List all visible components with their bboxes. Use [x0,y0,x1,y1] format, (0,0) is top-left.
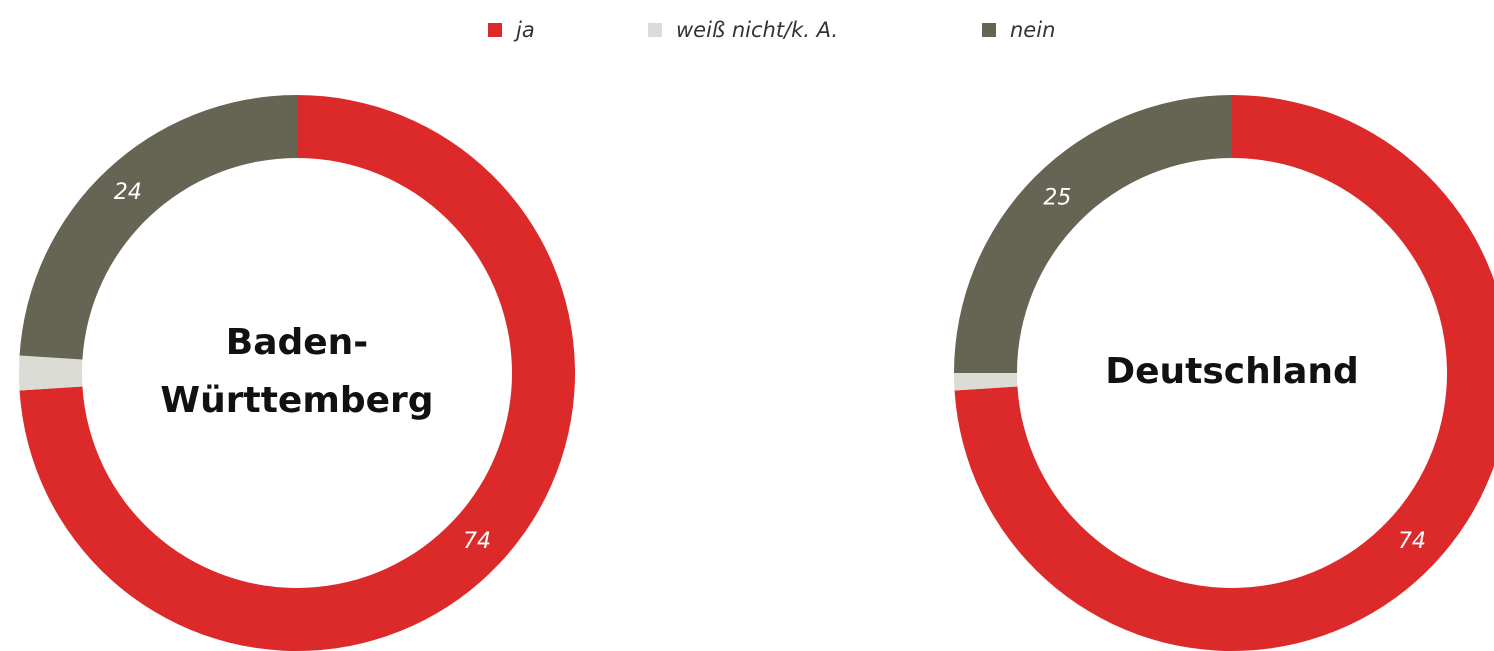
value-label: 24 [114,180,142,205]
donut-slice [19,95,297,360]
legend-label: weiß nicht/k. A. [676,18,838,42]
chart-title: Württemberg [160,380,433,421]
value-label: 25 [1043,185,1071,210]
legend-swatch [982,23,996,37]
donut-slice [954,373,1018,391]
chart-title: Deutschland [1105,351,1359,392]
legend-swatch [648,23,662,37]
legend-label: nein [1010,18,1055,42]
legend-label: ja [513,18,535,42]
donut-slice [954,95,1232,373]
legend-swatch [488,23,502,37]
value-label: 74 [1398,529,1426,554]
value-label: 74 [463,529,491,554]
chart-title: Baden- [226,322,369,363]
donut-slice [18,355,83,391]
